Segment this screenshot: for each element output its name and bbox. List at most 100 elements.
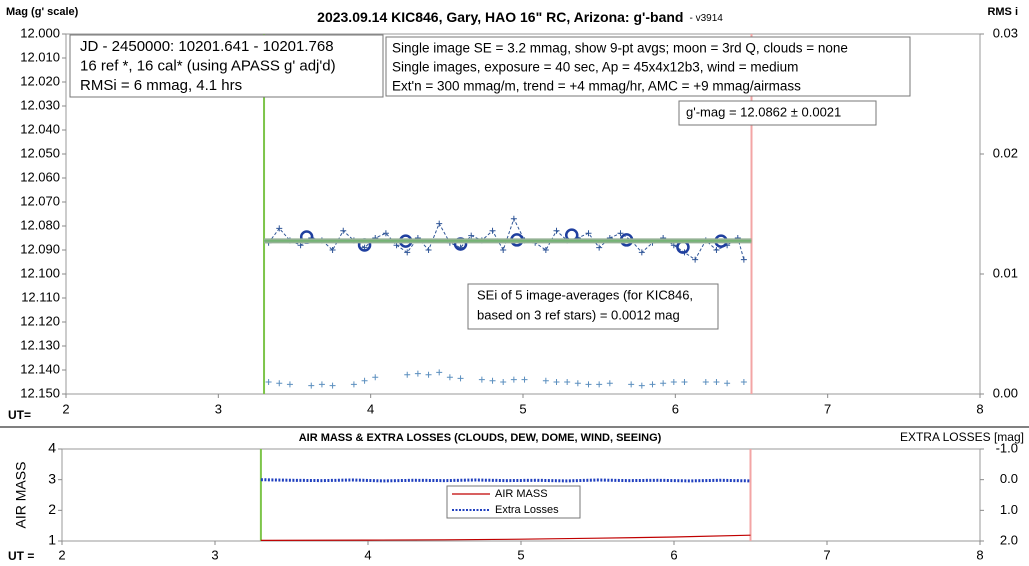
y2-tick-label: 0.02	[993, 145, 1018, 160]
x-tick-label: 5	[519, 401, 526, 416]
annotation-text: Ext'n = 300 mmag/m, trend = +4 mmag/hr, …	[392, 79, 801, 94]
plus-marker	[542, 377, 549, 384]
x-tick-label: 5	[517, 547, 524, 562]
y-tick-label: 12.090	[20, 241, 60, 256]
plus-marker	[713, 379, 720, 385]
plus-marker	[617, 230, 624, 237]
plus-marker	[414, 370, 421, 377]
legend-label: Extra Losses	[495, 504, 559, 516]
annotation-text: based on 3 ref stars) = 0.0012 mag	[477, 307, 680, 322]
y-tick-label: 12.080	[20, 217, 60, 232]
plus-marker	[724, 380, 731, 387]
chart-title: AIR MASS & EXTRA LOSSES (CLOUDS, DEW, DO…	[299, 432, 662, 444]
y-tick-label: 12.040	[20, 121, 60, 136]
plus-marker	[596, 244, 603, 251]
y2-tick-label: 0.01	[993, 265, 1018, 280]
plus-marker	[265, 379, 272, 385]
x-tick-label: 8	[976, 401, 983, 416]
annotation-box	[467, 283, 719, 330]
annotation-text: g'-mag = 12.0862 ± 0.0021	[686, 104, 841, 119]
plus-marker	[692, 256, 699, 263]
annotation-text: RMSi = 6 mmag, 4.1 hrs	[80, 77, 242, 94]
series-line	[260, 478, 751, 483]
y2-tick-label: 0.03	[993, 25, 1018, 40]
y-tick-label: 12.010	[20, 49, 60, 64]
plus-marker	[574, 380, 581, 387]
subtitle: - v3914	[689, 13, 723, 24]
x-tick-label: 6	[672, 401, 679, 416]
y-axis-label: AIR MASS	[13, 462, 29, 529]
plus-marker	[510, 215, 517, 222]
annotation-text: SEi of 5 image-averages (for KIC846,	[477, 287, 693, 302]
plus-marker	[489, 227, 496, 234]
y2-axis-label: RMS i	[987, 6, 1018, 18]
annotation-text: JD - 2450000: 10201.641 - 10201.768	[80, 38, 334, 55]
y-tick-label: 12.000	[20, 25, 60, 40]
plus-marker	[382, 230, 389, 237]
y-tick-label: 3	[48, 470, 56, 486]
plus-marker	[361, 377, 368, 384]
y-tick-label: 12.060	[20, 169, 60, 184]
plus-marker	[468, 232, 475, 239]
plus-marker	[585, 381, 592, 388]
y-tick-label: 12.120	[20, 313, 60, 328]
plus-marker	[740, 256, 747, 263]
plus-marker	[276, 380, 283, 387]
plus-marker	[681, 379, 688, 385]
y-tick-label: 12.030	[20, 97, 60, 112]
plus-marker	[510, 376, 517, 383]
y-tick-label: 12.100	[20, 265, 60, 280]
plus-marker	[478, 376, 485, 383]
plus-marker	[500, 247, 507, 253]
plus-marker	[553, 379, 560, 385]
x-axis-label: UT=	[8, 408, 31, 422]
x-tick-label: 7	[823, 547, 830, 562]
plus-marker	[638, 382, 645, 389]
x-tick-label: 6	[670, 547, 677, 562]
y-tick-label: 1	[48, 532, 56, 548]
y2-tick-label: 0.00	[993, 385, 1018, 400]
plus-marker	[404, 249, 411, 256]
series-line	[260, 534, 751, 541]
legend-box	[446, 485, 581, 519]
plus-marker	[713, 247, 720, 253]
y2-tick-label: -1.0	[996, 440, 1018, 455]
plus-marker	[596, 381, 603, 388]
plus-marker	[276, 225, 283, 232]
x-tick-label: 4	[364, 547, 371, 562]
chart-title: 2023.09.14 KIC846, Gary, HAO 16" RC, Ari…	[317, 9, 723, 25]
x-tick-label: 2	[62, 401, 69, 416]
annotation-box	[69, 34, 384, 98]
plus-marker	[489, 377, 496, 384]
plus-marker	[606, 380, 613, 387]
plus-marker	[670, 379, 677, 385]
plus-marker	[702, 379, 709, 385]
plus-marker	[329, 382, 336, 389]
plus-marker	[585, 230, 592, 237]
plus-marker	[425, 371, 432, 378]
plus-marker	[500, 379, 507, 385]
plus-marker	[457, 375, 464, 382]
x-tick-label: 4	[367, 401, 374, 416]
annotation-text: 16 ref *, 16 cal* (using APASS g' adj'd)	[80, 57, 336, 74]
plus-marker	[436, 220, 443, 227]
y-tick-label: 12.140	[20, 361, 60, 376]
series-line	[268, 217, 745, 261]
plus-marker	[542, 247, 549, 253]
y2-tick-label: 0.0	[1000, 471, 1018, 486]
y2-axis-label: EXTRA LOSSES [mag]	[900, 430, 1024, 444]
annotation-box	[385, 36, 911, 97]
plus-marker	[318, 381, 325, 388]
x-axis-label: UT =	[8, 549, 34, 563]
plus-marker	[425, 247, 432, 253]
y-tick-label: 12.150	[20, 385, 60, 400]
y2-tick-label: 1.0	[1000, 502, 1018, 517]
plus-marker	[446, 374, 453, 381]
plus-marker	[372, 374, 379, 381]
plus-marker	[638, 249, 645, 256]
plus-marker	[649, 381, 656, 388]
y-tick-label: 12.050	[20, 145, 60, 160]
y-axis-label: Mag (g' scale)	[6, 6, 79, 18]
plus-marker	[660, 380, 667, 387]
